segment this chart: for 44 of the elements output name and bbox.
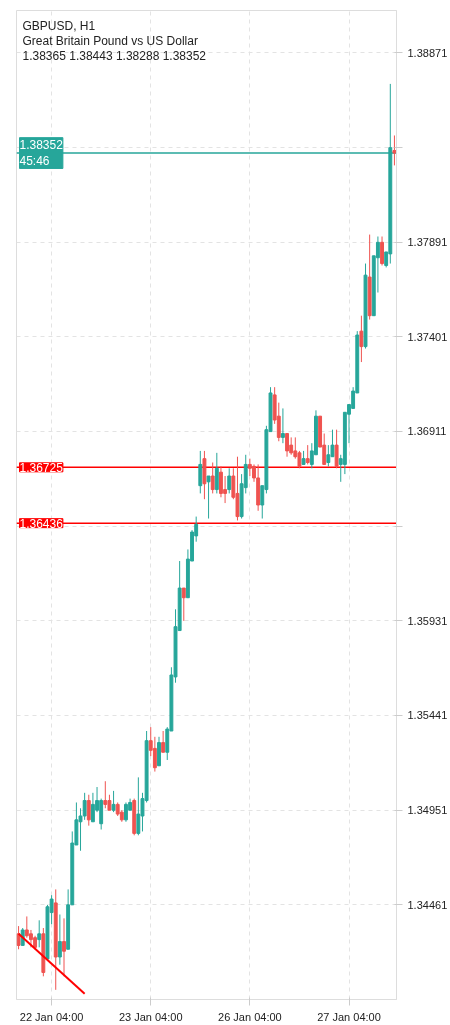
candlestick [223, 475, 228, 504]
candlestick [136, 776, 141, 836]
candlestick [210, 462, 215, 494]
candlestick [181, 587, 186, 622]
candlestick [82, 792, 87, 821]
candlestick [206, 475, 211, 520]
candlestick [235, 456, 240, 521]
annotation: 1.38365 1.38443 1.38288 1.38352 [22, 48, 207, 63]
candlestick [285, 433, 289, 458]
candlestick [57, 914, 62, 966]
ref-line-label: 1.36436 [19, 516, 64, 531]
y-tick-label: 1.37891 [407, 236, 448, 249]
candlestick [86, 794, 91, 827]
y-tick-label: 1.34951 [407, 804, 448, 817]
y-tick-label: 1.36911 [407, 425, 447, 438]
ref-line-label: 1.36725 [19, 460, 64, 475]
x-tick-label: 26 Jan 04:00 [218, 1010, 282, 1023]
candlestick [198, 450, 203, 494]
candlestick [227, 467, 232, 494]
x-tick-label: 27 Jan 04:00 [317, 1010, 381, 1023]
candlestick [359, 315, 364, 363]
candlestick [392, 134, 397, 166]
ref-line-label: 1.38352 45:46 [19, 137, 64, 169]
x-tick-label: 23 Jan 04:00 [118, 1010, 183, 1023]
candlestick [37, 919, 42, 948]
candlestick [111, 790, 116, 813]
candlestick [157, 736, 161, 767]
candlestick [124, 801, 128, 823]
y-tick-label: 1.35441 [407, 709, 448, 722]
candlestick [161, 730, 166, 753]
candlestick [16, 925, 21, 950]
candlestick [326, 444, 331, 467]
y-tick-label: 1.35931 [407, 614, 448, 627]
candlestick [380, 236, 384, 266]
candlestick [62, 917, 66, 977]
candlestick [214, 452, 219, 494]
x-tick-label: 22 Jan 04:00 [19, 1010, 84, 1023]
candlestick [280, 407, 285, 444]
y-tick-label: 1.34461 [407, 898, 448, 911]
text: GBPUSD, H1 [22, 18, 96, 33]
candlestick [152, 736, 157, 773]
y-tick-label: 1.38871 [407, 46, 448, 59]
y-tick-label: 1.37401 [407, 330, 448, 343]
text: Great Britain Pound vs US Dollar [22, 33, 198, 48]
